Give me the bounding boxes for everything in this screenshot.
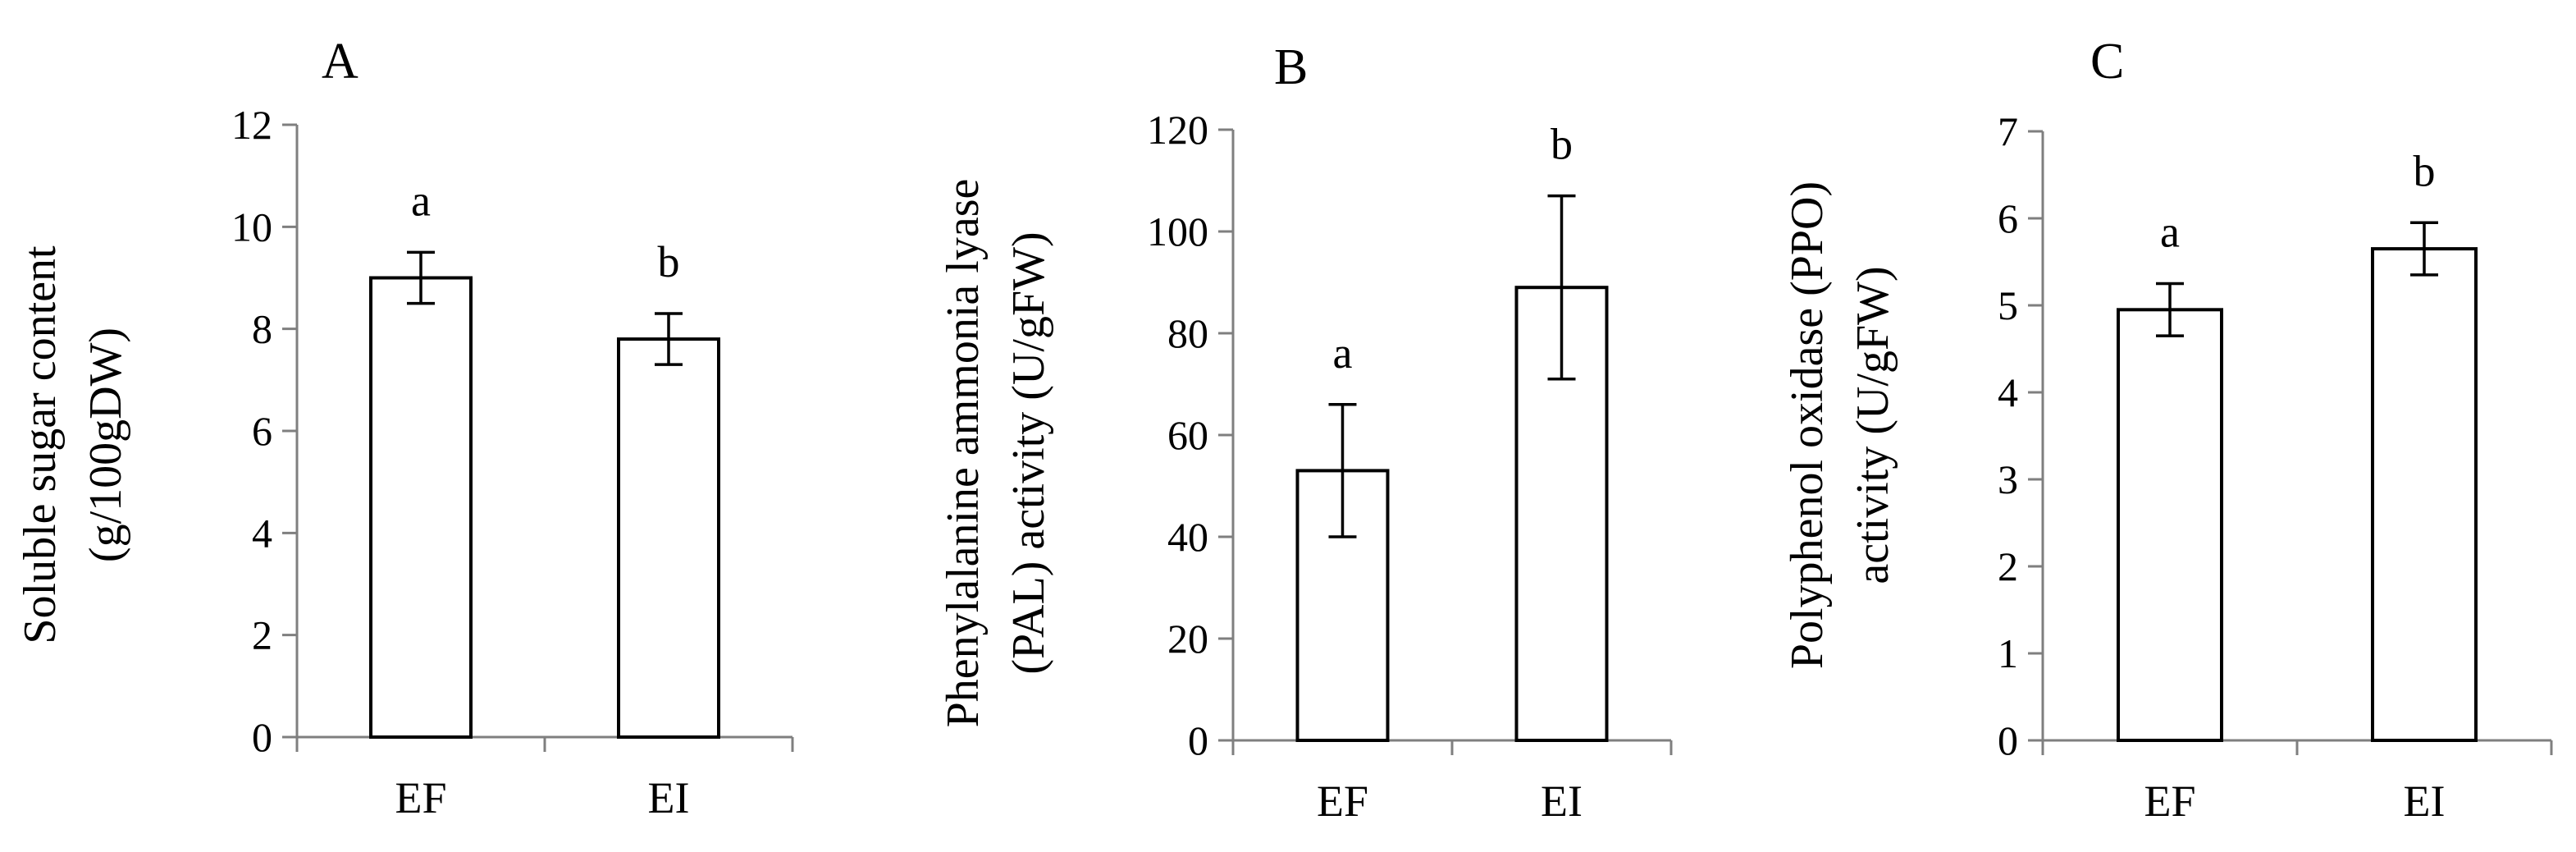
bar-ef	[369, 276, 473, 739]
y-tick-label: 12	[231, 102, 272, 148]
y-tick-label: 80	[1167, 310, 1208, 356]
y-tick-label: 4	[1998, 369, 2018, 415]
bar-ei	[1514, 286, 1609, 742]
panel-label: A	[322, 34, 359, 89]
y-axis-title-line-1: Polyphenol oxidase (PPO)	[1782, 181, 1833, 669]
panel-b: B Phenylalanine ammonia lyase (PAL) acti…	[938, 39, 1673, 826]
y-tick-label: 10	[231, 204, 272, 250]
panel-c: C Polyphenol oxidase (PPO) activity (U/g…	[1782, 34, 2553, 826]
y-tick-label: 6	[1998, 195, 2018, 241]
x-category-label: EI	[648, 773, 690, 822]
panel-a: A Soluble sugar content (g/100gDW) 0 2 4 6 8…	[15, 34, 794, 822]
significance-label: b	[2414, 146, 2436, 195]
y-tick-label: 60	[1167, 412, 1208, 458]
bar-ei	[617, 337, 720, 739]
panel-label: C	[2090, 34, 2124, 89]
significance-label: b	[1551, 120, 1573, 169]
y-tick-label: 5	[1998, 282, 2018, 328]
y-tick-label: 20	[1167, 616, 1208, 662]
x-category-label: EI	[2404, 776, 2446, 826]
y-tick-label: 1	[1998, 630, 2018, 676]
y-tick-label: 0	[252, 714, 272, 760]
bar-ef	[2117, 308, 2223, 742]
y-axis-title-line-2: (PAL) activity (U/gFW)	[1003, 231, 1054, 674]
y-tick-label: 8	[252, 306, 272, 352]
x-category-label: EF	[1317, 776, 1368, 826]
y-tick-label: 4	[252, 510, 272, 556]
bar-ei	[2371, 247, 2478, 743]
y-tick-label: 40	[1167, 514, 1208, 560]
y-tick-label: 7	[1998, 108, 2018, 154]
y-tick-label: 2	[252, 612, 272, 658]
y-tick-label: 3	[1998, 456, 2018, 502]
significance-label: a	[1333, 328, 1353, 378]
y-tick-label: 6	[252, 408, 272, 454]
y-axis-title-line-2: (g/100gDW)	[80, 328, 131, 562]
x-category-label: EF	[395, 773, 446, 822]
y-tick-label: 120	[1147, 107, 1208, 153]
y-axis-title-line-1: Soluble sugar content	[15, 245, 66, 644]
y-tick-label: 0	[1998, 717, 2018, 763]
x-category-label: EI	[1541, 776, 1583, 826]
panel-a-plot: 0 2 4 6 8 10 12 a EF b EI	[231, 102, 794, 822]
x-category-label: EF	[2144, 776, 2195, 826]
significance-label: a	[411, 176, 431, 225]
significance-label: b	[658, 237, 680, 286]
panel-label: B	[1274, 39, 1308, 95]
panel-c-plot: 0 1 2 3 4 5 6 7 a EF b EI	[1998, 108, 2553, 826]
y-tick-label: 2	[1998, 543, 2018, 589]
y-axis-title-line-2: activity (U/gFW)	[1848, 266, 1898, 584]
y-axis-title-line-1: Phenylalanine ammonia lyase	[938, 179, 989, 728]
panel-b-plot: 0 20 40 60 80 100 120 a EF b EI	[1147, 107, 1673, 826]
significance-label: a	[2160, 208, 2180, 257]
y-tick-label: 0	[1188, 717, 1208, 763]
y-tick-label: 100	[1147, 208, 1208, 254]
